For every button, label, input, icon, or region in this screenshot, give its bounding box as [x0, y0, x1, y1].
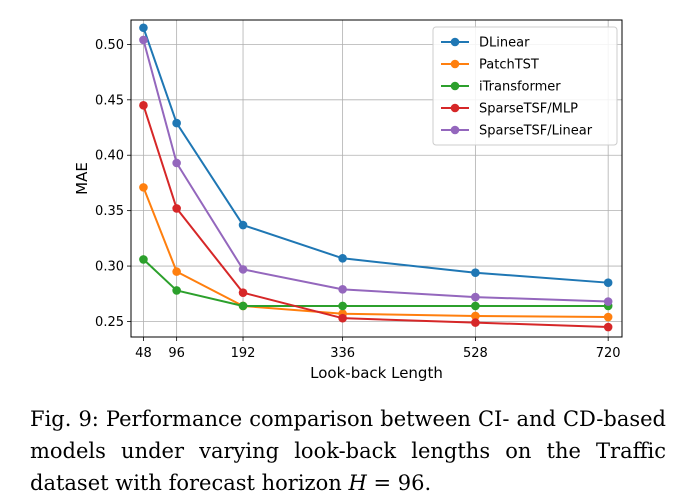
y-tick-label: 0.25: [95, 315, 124, 330]
data-point: [338, 313, 347, 323]
x-tick-label: 192: [231, 346, 256, 361]
legend-marker: [450, 81, 460, 91]
y-tick-label: 0.40: [95, 149, 124, 164]
data-point: [238, 301, 248, 311]
data-point: [238, 220, 248, 230]
legend-label: SparseTSF/MLP: [479, 102, 578, 117]
x-tick-label: 48: [135, 346, 152, 361]
data-point: [139, 255, 148, 264]
legend-label: PatchTST: [479, 58, 539, 73]
data-point: [471, 301, 480, 311]
data-point: [172, 158, 181, 168]
legend-box: [432, 26, 618, 146]
legend: DLinear PatchTST iTransformer SparseTSF/MLP…: [432, 26, 618, 146]
data-point: [603, 297, 613, 306]
y-axis-ticks: 0.25 0.30 0.35 0.40 0.45 0.50: [95, 38, 131, 330]
y-tick-label: 0.35: [95, 204, 124, 219]
data-point: [139, 183, 148, 192]
data-point: [139, 35, 148, 45]
legend-label: SparseTSF/Linear: [479, 124, 593, 139]
data-point: [172, 267, 181, 276]
data-point: [471, 268, 480, 278]
y-axis-label: MAE: [73, 162, 91, 195]
legend-label: DLinear: [479, 36, 530, 51]
x-tick-label: 720: [596, 346, 621, 361]
legend-marker: [450, 103, 460, 113]
data-point: [172, 118, 181, 128]
caption-math-variable: H: [348, 471, 367, 495]
y-tick-label: 0.50: [95, 38, 124, 53]
data-point: [603, 322, 613, 332]
series-line: [142, 39, 609, 303]
data-point: [471, 318, 480, 327]
caption-text: Fig. 9: Performance comparison between C…: [30, 407, 666, 495]
y-tick-label: 0.45: [95, 93, 124, 108]
data-point: [139, 23, 148, 33]
data-point: [172, 204, 181, 213]
data-point: [338, 254, 347, 263]
x-axis-ticks: 48 96 192 336 528 720: [135, 337, 621, 361]
series-line: [142, 105, 609, 329]
figure-caption: Fig. 9: Performance comparison between C…: [30, 403, 666, 499]
caption-math-value: = 96.: [366, 471, 432, 495]
line-chart: 48 96 192 336 528 720 0.25 0.30 0.35 0.40 0.45 0.5…: [73, 19, 623, 382]
data-point: [603, 278, 613, 287]
data-point: [238, 265, 248, 274]
data-point: [172, 286, 181, 295]
data-point: [338, 285, 347, 294]
y-tick-label: 0.30: [95, 260, 124, 275]
data-point: [471, 311, 480, 321]
legend-label: iTransformer: [479, 80, 561, 95]
legend-marker: [450, 37, 460, 47]
x-tick-label: 336: [330, 346, 355, 361]
series-line: [142, 187, 609, 319]
legend-marker: [450, 125, 460, 135]
data-point: [471, 292, 480, 302]
series-line: [142, 27, 609, 284]
x-tick-label: 528: [463, 346, 488, 361]
plot-frame: [130, 19, 623, 338]
data-point: [139, 101, 148, 110]
data-point: [603, 312, 613, 322]
series-group: [139, 23, 613, 332]
x-tick-label: 96: [168, 346, 185, 361]
x-axis-label: Look-back Length: [310, 364, 443, 382]
data-point: [238, 288, 248, 297]
data-point: [338, 301, 347, 311]
legend-marker: [450, 59, 460, 69]
